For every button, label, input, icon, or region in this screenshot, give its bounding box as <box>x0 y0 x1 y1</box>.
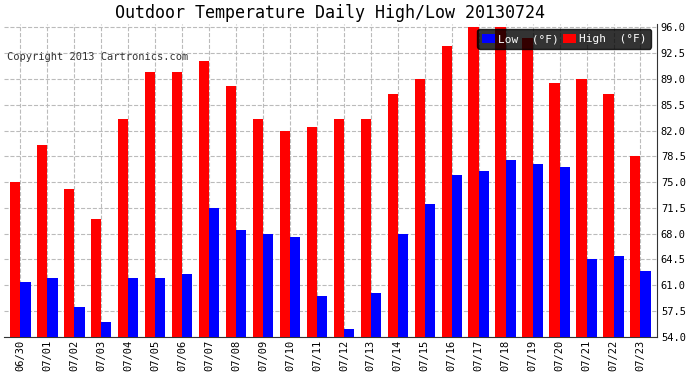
Bar <box>20 282 30 337</box>
Bar <box>199 60 209 337</box>
Bar <box>10 182 20 337</box>
Legend: Low  (°F), High  (°F): Low (°F), High (°F) <box>477 29 651 49</box>
Bar <box>549 82 560 337</box>
Bar <box>371 292 381 337</box>
Bar <box>118 120 128 337</box>
Bar <box>209 208 219 337</box>
Bar <box>495 27 506 337</box>
Bar <box>75 308 84 337</box>
Bar <box>91 219 101 337</box>
Bar <box>48 278 57 337</box>
Bar <box>388 94 398 337</box>
Bar <box>640 270 651 337</box>
Bar <box>290 237 300 337</box>
Bar <box>452 175 462 337</box>
Bar <box>344 330 354 337</box>
Bar <box>560 167 570 337</box>
Bar <box>306 127 317 337</box>
Bar <box>533 164 543 337</box>
Bar <box>253 120 263 337</box>
Bar <box>145 72 155 337</box>
Title: Outdoor Temperature Daily High/Low 20130724: Outdoor Temperature Daily High/Low 20130… <box>115 4 545 22</box>
Bar <box>506 160 516 337</box>
Bar <box>64 189 75 337</box>
Bar <box>425 204 435 337</box>
Bar <box>586 260 597 337</box>
Bar <box>361 120 371 337</box>
Bar <box>630 156 640 337</box>
Bar <box>128 278 139 337</box>
Bar <box>522 39 533 337</box>
Bar <box>415 79 425 337</box>
Bar <box>279 130 290 337</box>
Bar <box>37 145 48 337</box>
Bar <box>479 171 489 337</box>
Bar <box>576 79 586 337</box>
Bar <box>172 72 182 337</box>
Bar <box>603 94 613 337</box>
Bar <box>236 230 246 337</box>
Bar <box>263 234 273 337</box>
Text: Copyright 2013 Cartronics.com: Copyright 2013 Cartronics.com <box>7 52 188 62</box>
Bar <box>317 296 327 337</box>
Bar <box>226 86 236 337</box>
Bar <box>101 322 112 337</box>
Bar <box>613 256 624 337</box>
Bar <box>398 234 408 337</box>
Bar <box>334 120 344 337</box>
Bar <box>442 46 452 337</box>
Bar <box>155 278 166 337</box>
Bar <box>469 27 479 337</box>
Bar <box>182 274 193 337</box>
